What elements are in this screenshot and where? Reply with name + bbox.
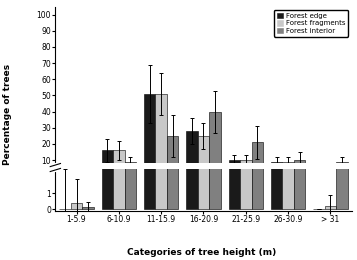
Bar [167, 0, 178, 209]
Bar [82, 207, 94, 209]
Bar [144, 0, 155, 209]
Bar [198, 0, 209, 209]
Bar [167, 136, 178, 176]
Bar [102, 151, 113, 176]
Bar [282, 162, 294, 176]
Text: Categories of tree height (m): Categories of tree height (m) [127, 248, 276, 257]
Bar [325, 206, 336, 209]
Bar [252, 142, 263, 176]
Bar [113, 151, 125, 176]
Bar [155, 94, 167, 176]
Bar [71, 203, 82, 209]
Bar [271, 66, 282, 209]
Bar [198, 136, 209, 176]
Bar [102, 0, 113, 209]
Bar [144, 94, 155, 176]
Bar [271, 162, 282, 176]
Bar [336, 162, 348, 176]
Bar [282, 66, 294, 209]
Bar [240, 50, 252, 209]
Text: Percentage of trees: Percentage of trees [3, 64, 12, 165]
Bar [125, 162, 136, 176]
Bar [229, 50, 240, 209]
Bar [155, 0, 167, 209]
Bar [229, 160, 240, 176]
Bar [336, 66, 348, 209]
Bar [294, 160, 305, 176]
Bar [186, 131, 198, 176]
Bar [240, 160, 252, 176]
Bar [113, 0, 125, 209]
Bar [209, 0, 221, 209]
Bar [252, 0, 263, 209]
Bar [186, 0, 198, 209]
Legend: Forest edge, Forest fragments, Forest interior: Forest edge, Forest fragments, Forest in… [274, 10, 348, 36]
Bar [294, 50, 305, 209]
Bar [125, 66, 136, 209]
Bar [209, 112, 221, 176]
